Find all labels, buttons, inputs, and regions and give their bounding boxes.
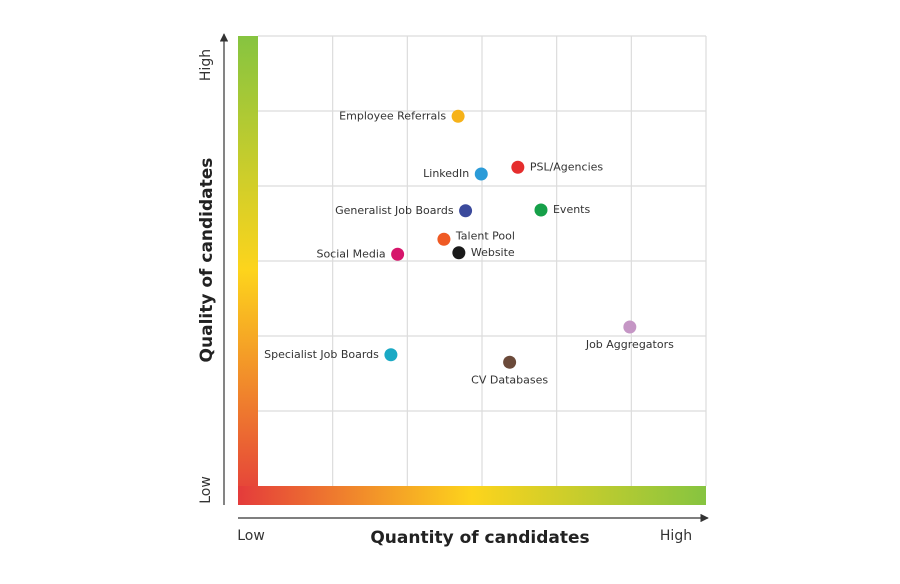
point — [459, 204, 473, 218]
point-label: Talent Pool — [455, 229, 515, 242]
y-tick-label: Low — [198, 476, 214, 504]
point-label: CV Databases — [471, 373, 548, 386]
point-label: PSL/Agencies — [530, 160, 604, 173]
point — [511, 160, 525, 174]
point-label: Events — [553, 203, 591, 216]
point-label: Employee Referrals — [339, 109, 446, 122]
point — [384, 348, 398, 362]
point — [503, 355, 517, 369]
grid — [258, 35, 707, 486]
point — [451, 109, 465, 123]
x-gradient-bar — [238, 486, 706, 505]
y-gradient-bar — [238, 36, 258, 505]
x-tick-label: High — [660, 528, 692, 544]
x-axis-title: Quantity of candidates — [370, 528, 589, 548]
point — [534, 203, 548, 217]
point-label: LinkedIn — [423, 167, 469, 180]
y-axis-title: Quality of candidates — [197, 158, 217, 363]
point — [623, 320, 637, 334]
point — [452, 246, 466, 260]
point-label: Specialist Job Boards — [264, 348, 379, 361]
point-label: Generalist Job Boards — [335, 204, 454, 217]
point-label: Social Media — [316, 247, 385, 260]
y-tick-label: High — [198, 49, 214, 81]
point-label: Website — [471, 246, 515, 259]
point — [437, 232, 451, 246]
x-tick-label: Low — [237, 528, 265, 544]
point-label: Job Aggregators — [585, 338, 674, 351]
point — [391, 247, 405, 261]
point — [474, 167, 488, 181]
